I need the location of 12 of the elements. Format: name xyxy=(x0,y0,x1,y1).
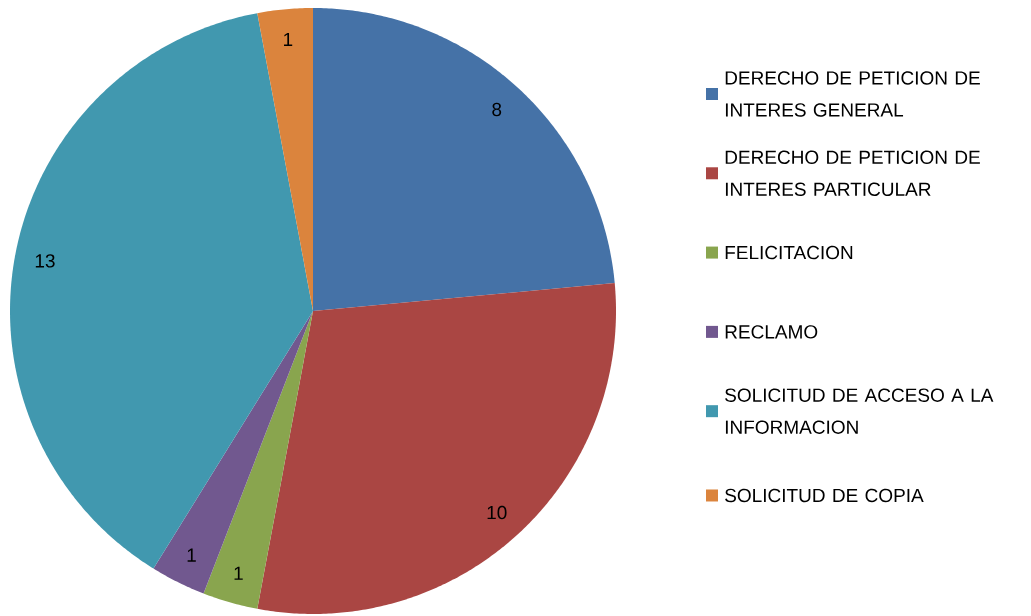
legend-label: RECLAMO xyxy=(725,325,818,339)
legend-label: DERECHO DE PETICION DE INTERES GENERAL xyxy=(725,71,980,117)
data-label: 1 xyxy=(284,32,293,46)
legend-label: SOLICITUD DE COPIA xyxy=(725,488,924,503)
data-label: 8 xyxy=(492,102,502,117)
data-label: 1 xyxy=(234,566,243,580)
data-label: 1 xyxy=(187,548,196,562)
legend-label: FELICITACION xyxy=(725,245,853,260)
data-label: 10 xyxy=(487,505,507,520)
data-label: 13 xyxy=(35,254,55,268)
legend-label: SOLICITUD DE ACCESO A LA INFORMACION xyxy=(725,388,994,434)
legend-label: DERECHO DE PETICION DE INTERES PARTICULAR xyxy=(725,150,980,197)
